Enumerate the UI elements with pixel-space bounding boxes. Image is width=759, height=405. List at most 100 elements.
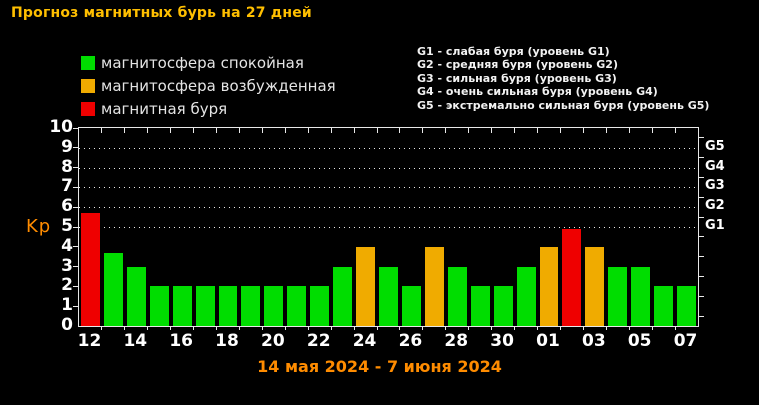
bar-15 — [149, 286, 169, 326]
top-tick — [628, 128, 630, 133]
bar-02 — [562, 228, 582, 326]
y-tick-label-0: 0 — [61, 315, 73, 335]
top-tick — [261, 128, 263, 133]
bottom-tick — [147, 326, 149, 330]
y-tick-label-1: 1 — [61, 295, 73, 316]
left-axis-tick — [73, 167, 78, 169]
top-tick — [238, 128, 240, 133]
bar-27 — [424, 246, 444, 326]
legend-item: магнитосфера спокойная — [81, 51, 336, 74]
bottom-tick — [376, 326, 378, 330]
bar-12 — [81, 213, 100, 326]
bar-25 — [379, 266, 398, 326]
left-axis-tick — [73, 206, 78, 208]
top-tick — [353, 128, 355, 133]
x-tick-label-18: 18 — [215, 331, 239, 351]
g-level-label-G1: G1 — [705, 218, 725, 233]
bar-05 — [631, 266, 651, 326]
x-tick-label-30: 30 — [490, 331, 514, 351]
top-tick — [170, 128, 172, 133]
top-tick — [651, 128, 653, 133]
legend-item: магнитосфера возбужденная — [81, 74, 336, 97]
bar-31 — [516, 266, 536, 326]
bottom-tick — [261, 326, 263, 330]
bottom-tick — [537, 326, 539, 330]
top-tick — [399, 128, 401, 133]
bar-13 — [103, 252, 123, 326]
bar-20 — [264, 286, 284, 326]
bottom-tick — [238, 326, 240, 330]
bottom-tick — [582, 326, 584, 330]
plot-area — [73, 127, 704, 330]
storm-color-swatch — [81, 101, 95, 116]
legend-item: магнитная буря — [81, 97, 336, 120]
bar-03 — [585, 246, 605, 326]
bottom-tick — [628, 326, 630, 330]
bar-04 — [608, 266, 628, 326]
right-axis-tick — [699, 216, 704, 218]
bottom-tick — [514, 326, 516, 330]
bar-29 — [470, 286, 490, 326]
x-tick-label-03: 03 — [581, 331, 606, 351]
y-tick-label-7: 7 — [61, 176, 73, 197]
right-axis-tick — [699, 137, 704, 139]
y-tick-label-10: 10 — [49, 117, 73, 137]
right-axis-tick — [699, 196, 704, 198]
x-tick-label-22: 22 — [306, 331, 331, 351]
right-axis-tick — [699, 236, 704, 238]
left-axis-tick — [73, 266, 78, 268]
top-tick — [422, 128, 424, 133]
top-tick — [491, 128, 493, 133]
top-tick — [307, 128, 309, 133]
x-tick-label-20: 20 — [261, 331, 285, 351]
bar-22 — [310, 286, 330, 326]
left-axis-tick — [73, 127, 78, 129]
x-tick-label-01: 01 — [536, 331, 560, 351]
left-axis-tick — [73, 246, 78, 248]
bar-24 — [356, 246, 376, 326]
bar-21 — [287, 286, 307, 326]
g-level-label-G4: G4 — [705, 158, 725, 174]
bar-14 — [126, 266, 146, 326]
bottom-tick — [101, 326, 103, 330]
x-tick-label-26: 26 — [398, 331, 423, 351]
bar-28 — [447, 266, 467, 326]
top-tick — [674, 128, 676, 133]
right-axis-tick — [699, 295, 704, 297]
left-axis-tick — [73, 285, 78, 287]
top-tick — [284, 128, 286, 133]
bottom-tick — [307, 326, 309, 330]
bottom-tick — [559, 326, 561, 330]
x-tick-label-14: 14 — [123, 331, 148, 351]
bar-26 — [401, 286, 421, 326]
bottom-tick — [674, 326, 676, 330]
bottom-tick — [651, 326, 653, 330]
left-axis-tick — [73, 226, 78, 228]
bottom-tick — [124, 326, 126, 330]
right-axis-tick — [699, 276, 704, 277]
g-level-label-G3: G3 — [705, 178, 725, 194]
top-tick — [582, 128, 584, 133]
gridline-kp9 — [79, 147, 698, 149]
top-tick — [124, 128, 126, 133]
y-tick-label-6: 6 — [61, 196, 73, 217]
right-axis-tick — [699, 315, 704, 317]
bottom-tick — [216, 326, 218, 330]
bar-23 — [333, 266, 353, 326]
bar-01 — [539, 246, 559, 326]
legend-item-label: магнитосфера возбужденная — [101, 76, 336, 95]
bar-19 — [241, 286, 261, 326]
top-tick — [605, 128, 607, 133]
quiet-color-swatch — [81, 55, 95, 70]
x-tick-label-12: 12 — [77, 331, 102, 351]
legend-item-label: магнитосфера спокойная — [101, 53, 304, 72]
bar-30 — [493, 286, 513, 326]
gridline-kp7 — [79, 187, 698, 189]
storm-levels-legend: G1 - слабая буря (уровень G1) G2 - средня… — [417, 45, 709, 112]
top-tick — [101, 128, 103, 133]
x-tick-label-16: 16 — [169, 331, 193, 351]
storm-level-description: G2 - средняя буря (уровень G2) — [417, 58, 618, 72]
bottom-tick — [284, 326, 286, 330]
bar-07 — [677, 286, 696, 326]
